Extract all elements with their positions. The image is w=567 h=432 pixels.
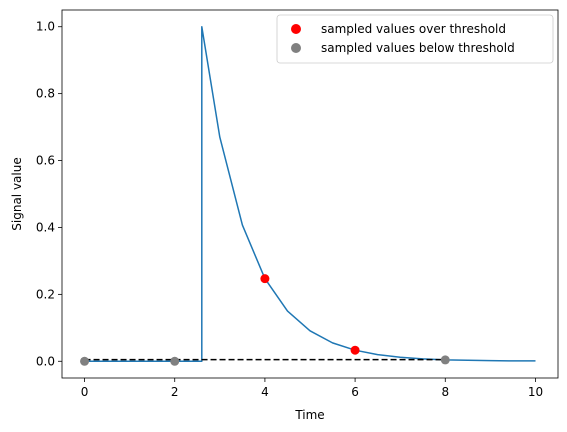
signal-line <box>84 25 536 363</box>
y-tick-label: 0.4 <box>36 220 55 234</box>
legend-box <box>276 14 554 64</box>
axis-ticks: 0 2 4 6 8 10 0.0 0.2 0.4 0.6 0.8 1.0 <box>36 20 543 399</box>
over-threshold-point <box>260 274 270 284</box>
legend-marker-over-threshold <box>291 24 301 34</box>
chart-marks <box>80 25 536 366</box>
plot-frame <box>61 9 559 379</box>
below-threshold-point <box>170 356 180 366</box>
legend-label-over-threshold: sampled values over threshold <box>321 22 506 36</box>
y-axis-label: Signal value <box>10 157 24 230</box>
below-threshold-point <box>80 356 90 366</box>
legend: sampled values over threshold sampled va… <box>276 14 554 64</box>
y-tick-label: 0.2 <box>36 287 55 301</box>
y-tick-label: 1.0 <box>36 20 55 34</box>
plot-area <box>62 10 558 378</box>
x-tick-label: 0 <box>81 385 89 399</box>
x-tick-label: 8 <box>441 385 449 399</box>
y-tick-label: 0.6 <box>36 154 55 168</box>
x-tick-label: 4 <box>261 385 269 399</box>
legend-marker-below-threshold <box>291 43 301 53</box>
y-tick-label: 0.0 <box>36 354 55 368</box>
below-threshold-point <box>440 355 450 365</box>
y-tick-label: 0.8 <box>36 87 55 101</box>
x-tick-label: 10 <box>528 385 543 399</box>
legend-label-below-threshold: sampled values below threshold <box>321 41 515 55</box>
x-axis-label: Time <box>294 408 324 422</box>
x-tick-label: 2 <box>171 385 179 399</box>
over-threshold-point <box>350 345 360 355</box>
x-tick-label: 6 <box>351 385 359 399</box>
